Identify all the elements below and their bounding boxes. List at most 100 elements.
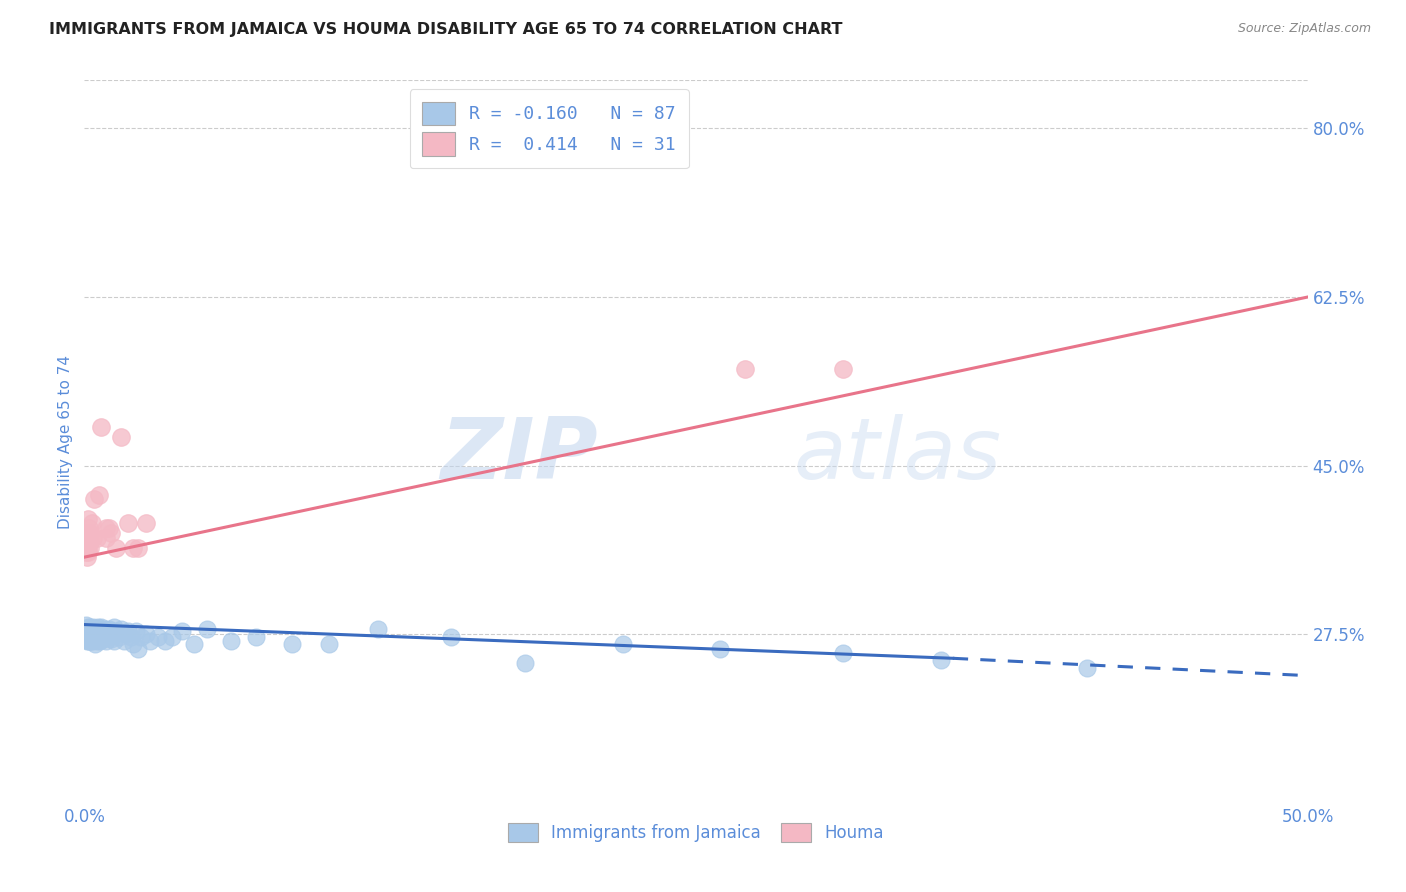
Point: [86, 630, 108, 644]
Point: [84, 624, 107, 639]
Point: [139, 634, 162, 648]
Point: [79, 526, 101, 541]
Point: [77, 521, 100, 535]
Point: [83, 630, 105, 644]
Point: [734, 362, 756, 376]
Point: [87, 619, 110, 633]
Point: [86, 531, 108, 545]
Point: [75, 632, 97, 646]
Point: [115, 627, 138, 641]
Point: [75, 531, 97, 545]
Point: [110, 430, 132, 444]
Point: [172, 624, 194, 639]
Point: [80, 630, 103, 644]
Point: [80, 634, 103, 648]
Point: [1076, 661, 1098, 675]
Point: [76, 619, 98, 633]
Point: [110, 623, 132, 637]
Point: [75, 541, 97, 555]
Point: [831, 647, 853, 661]
Point: [135, 627, 157, 641]
Point: [82, 634, 104, 648]
Point: [97, 627, 120, 641]
Point: [77, 630, 100, 644]
Point: [129, 630, 152, 644]
Point: [76, 630, 98, 644]
Point: [91, 632, 114, 646]
Point: [93, 630, 115, 644]
Point: [112, 634, 135, 648]
Point: [219, 634, 242, 648]
Point: [318, 637, 340, 651]
Legend: Immigrants from Jamaica, Houma: Immigrants from Jamaica, Houma: [502, 816, 890, 848]
Point: [94, 623, 117, 637]
Point: [103, 634, 125, 648]
Point: [127, 641, 149, 656]
Point: [107, 630, 129, 644]
Point: [146, 630, 169, 644]
Point: [120, 630, 142, 644]
Point: [82, 632, 104, 646]
Point: [97, 630, 120, 644]
Point: [831, 362, 853, 376]
Point: [76, 550, 98, 565]
Point: [77, 623, 100, 637]
Point: [76, 526, 98, 541]
Text: IMMIGRANTS FROM JAMAICA VS HOUMA DISABILITY AGE 65 TO 74 CORRELATION CHART: IMMIGRANTS FROM JAMAICA VS HOUMA DISABIL…: [49, 22, 842, 37]
Point: [90, 420, 112, 434]
Point: [162, 630, 184, 644]
Point: [80, 516, 103, 531]
Text: Source: ZipAtlas.com: Source: ZipAtlas.com: [1237, 22, 1371, 36]
Point: [90, 619, 112, 633]
Point: [90, 630, 112, 644]
Point: [76, 634, 98, 648]
Point: [75, 627, 97, 641]
Point: [87, 630, 110, 644]
Point: [76, 624, 98, 639]
Point: [77, 627, 100, 641]
Point: [75, 623, 97, 637]
Point: [87, 624, 110, 639]
Point: [117, 516, 139, 531]
Point: [79, 541, 101, 555]
Point: [105, 541, 128, 555]
Point: [83, 624, 105, 639]
Point: [79, 634, 101, 648]
Point: [89, 634, 111, 648]
Point: [79, 632, 101, 646]
Point: [76, 535, 98, 549]
Point: [84, 637, 107, 651]
Y-axis label: Disability Age 65 to 74: Disability Age 65 to 74: [58, 354, 73, 529]
Point: [97, 521, 120, 535]
Point: [97, 623, 120, 637]
Point: [87, 487, 110, 501]
Point: [709, 641, 731, 656]
Point: [513, 656, 536, 670]
Point: [100, 526, 122, 541]
Point: [77, 511, 100, 525]
Point: [83, 492, 105, 507]
Point: [100, 632, 122, 646]
Point: [96, 531, 118, 545]
Point: [929, 653, 952, 667]
Point: [82, 531, 104, 545]
Point: [96, 521, 118, 535]
Point: [80, 623, 103, 637]
Point: [245, 630, 267, 644]
Point: [195, 623, 218, 637]
Point: [89, 623, 111, 637]
Point: [440, 630, 463, 644]
Point: [76, 627, 98, 641]
Text: atlas: atlas: [794, 415, 1002, 498]
Point: [80, 627, 103, 641]
Point: [86, 634, 108, 648]
Point: [135, 516, 157, 531]
Point: [77, 623, 100, 637]
Text: ZIP: ZIP: [440, 415, 598, 498]
Point: [77, 634, 100, 648]
Point: [77, 541, 100, 555]
Point: [79, 627, 101, 641]
Point: [82, 619, 104, 633]
Point: [86, 623, 108, 637]
Point: [96, 624, 118, 639]
